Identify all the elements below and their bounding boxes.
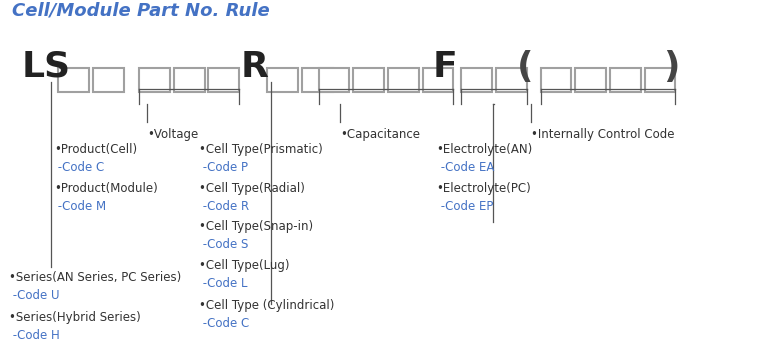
- Text: Cell/Module Part No. Rule: Cell/Module Part No. Rule: [12, 1, 270, 20]
- Text: •Voltage: •Voltage: [147, 128, 198, 141]
- Text: -Code R: -Code R: [199, 200, 249, 213]
- Bar: [541, 68, 571, 92]
- Text: •Product(Module): •Product(Module): [54, 182, 158, 195]
- Text: •Internally Control Code: •Internally Control Code: [531, 128, 674, 141]
- Text: ): ): [663, 50, 680, 84]
- Text: •Cell Type (Cylindrical): •Cell Type (Cylindrical): [199, 299, 334, 312]
- Bar: [302, 68, 333, 92]
- Bar: [353, 68, 384, 92]
- Bar: [645, 68, 675, 92]
- Text: •Series(AN Series, PC Series): •Series(AN Series, PC Series): [9, 271, 181, 284]
- Text: •Cell Type(Prismatic): •Cell Type(Prismatic): [199, 143, 323, 156]
- Text: -Code EP: -Code EP: [437, 200, 493, 213]
- Bar: [58, 68, 89, 92]
- Text: (: (: [517, 50, 533, 84]
- Bar: [496, 68, 527, 92]
- Text: •Cell Type(Radial): •Cell Type(Radial): [199, 182, 305, 195]
- Bar: [388, 68, 419, 92]
- Text: R: R: [241, 50, 268, 84]
- Bar: [461, 68, 492, 92]
- Text: •Cell Type(Lug): •Cell Type(Lug): [199, 259, 289, 272]
- Text: •Cell Type(Snap-in): •Cell Type(Snap-in): [199, 221, 314, 234]
- Text: LS: LS: [22, 50, 71, 84]
- Text: -Code H: -Code H: [9, 329, 60, 342]
- Bar: [267, 68, 298, 92]
- Text: -Code C: -Code C: [199, 317, 250, 330]
- Bar: [575, 68, 606, 92]
- Text: F: F: [433, 50, 457, 84]
- Text: -Code C: -Code C: [54, 161, 105, 174]
- Bar: [93, 68, 123, 92]
- Text: •Electrolyte(AN): •Electrolyte(AN): [437, 143, 533, 156]
- Bar: [610, 68, 641, 92]
- Text: •Electrolyte(PC): •Electrolyte(PC): [437, 182, 532, 195]
- Text: -Code M: -Code M: [54, 200, 106, 213]
- Bar: [174, 68, 205, 92]
- Text: •Capacitance: •Capacitance: [340, 128, 420, 141]
- Bar: [319, 68, 349, 92]
- Text: -Code U: -Code U: [9, 289, 60, 302]
- Text: •Series(Hybrid Series): •Series(Hybrid Series): [9, 311, 140, 324]
- Text: -Code P: -Code P: [199, 161, 248, 174]
- Text: -Code S: -Code S: [199, 238, 248, 251]
- Bar: [139, 68, 170, 92]
- Text: -Code EA: -Code EA: [437, 161, 494, 174]
- Bar: [423, 68, 453, 92]
- Text: •Product(Cell): •Product(Cell): [54, 143, 137, 156]
- Text: -Code L: -Code L: [199, 277, 248, 290]
- Bar: [209, 68, 239, 92]
